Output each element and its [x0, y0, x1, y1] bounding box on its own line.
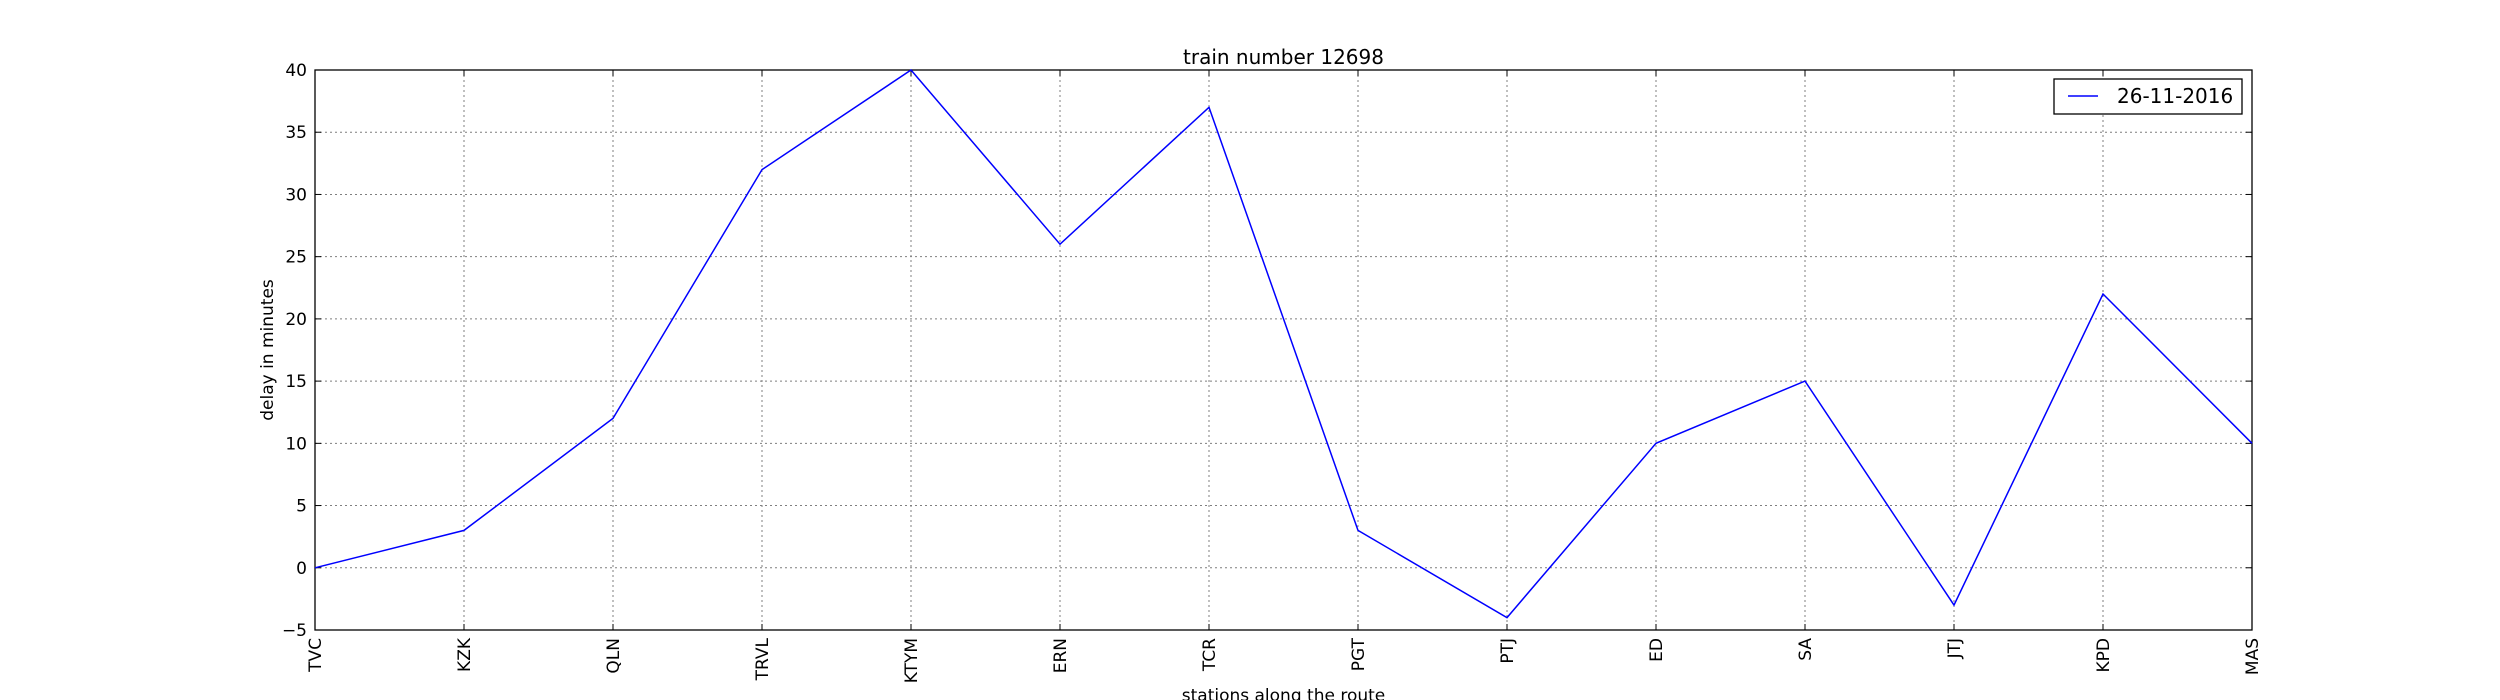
y-tick-label: 20	[285, 310, 307, 330]
x-tick-label: TCR	[1200, 638, 1220, 672]
y-tick-label: 40	[285, 61, 307, 81]
y-axis-label: delay in minutes	[258, 279, 278, 421]
x-tick-label: TRVL	[753, 637, 773, 681]
x-tick-label: KPD	[2094, 638, 2114, 673]
x-tick-label: TVC	[306, 638, 326, 673]
y-tick-label: −5	[282, 621, 307, 641]
chart-title: train number 12698	[1183, 45, 1384, 69]
y-tick-label: 15	[285, 372, 307, 392]
y-tick-label: 10	[285, 434, 307, 454]
x-tick-label: PGT	[1349, 637, 1369, 671]
grid	[314, 69, 2253, 631]
x-tick-label: SA	[1796, 638, 1816, 661]
x-tick-label: MAS	[2243, 638, 2263, 675]
x-tick-label: ERN	[1051, 638, 1071, 673]
x-axis-label: stations along the route	[1182, 686, 1386, 700]
legend: 26-11-2016	[2053, 78, 2243, 115]
y-tick-label: 25	[285, 248, 307, 268]
y-tick-label: 5	[296, 497, 307, 517]
legend-entry-26-11-2016: 26-11-2016	[2117, 84, 2233, 108]
y-tick-label: 30	[285, 185, 307, 205]
x-tick-label: ED	[1647, 638, 1667, 662]
x-tick-label: KTYM	[902, 638, 922, 683]
x-tick-label: JTJ	[1945, 638, 1965, 659]
x-tick-label: PTJ	[1498, 638, 1518, 664]
x-tick-label: KZK	[455, 637, 475, 672]
plot-area-frame	[314, 69, 2253, 631]
series-layer	[314, 69, 2253, 619]
series-line-26-11-2016	[314, 69, 2253, 619]
y-tick-label: 35	[285, 123, 307, 143]
axis-text: TVC KZK QLN TRVL KTYM ERN TCR PGT PTJ ED SA JTJ KPD M…	[282, 61, 2263, 683]
y-tick-label: 0	[296, 559, 307, 579]
axis-ticks	[314, 69, 2253, 631]
x-tick-label: QLN	[604, 638, 624, 674]
